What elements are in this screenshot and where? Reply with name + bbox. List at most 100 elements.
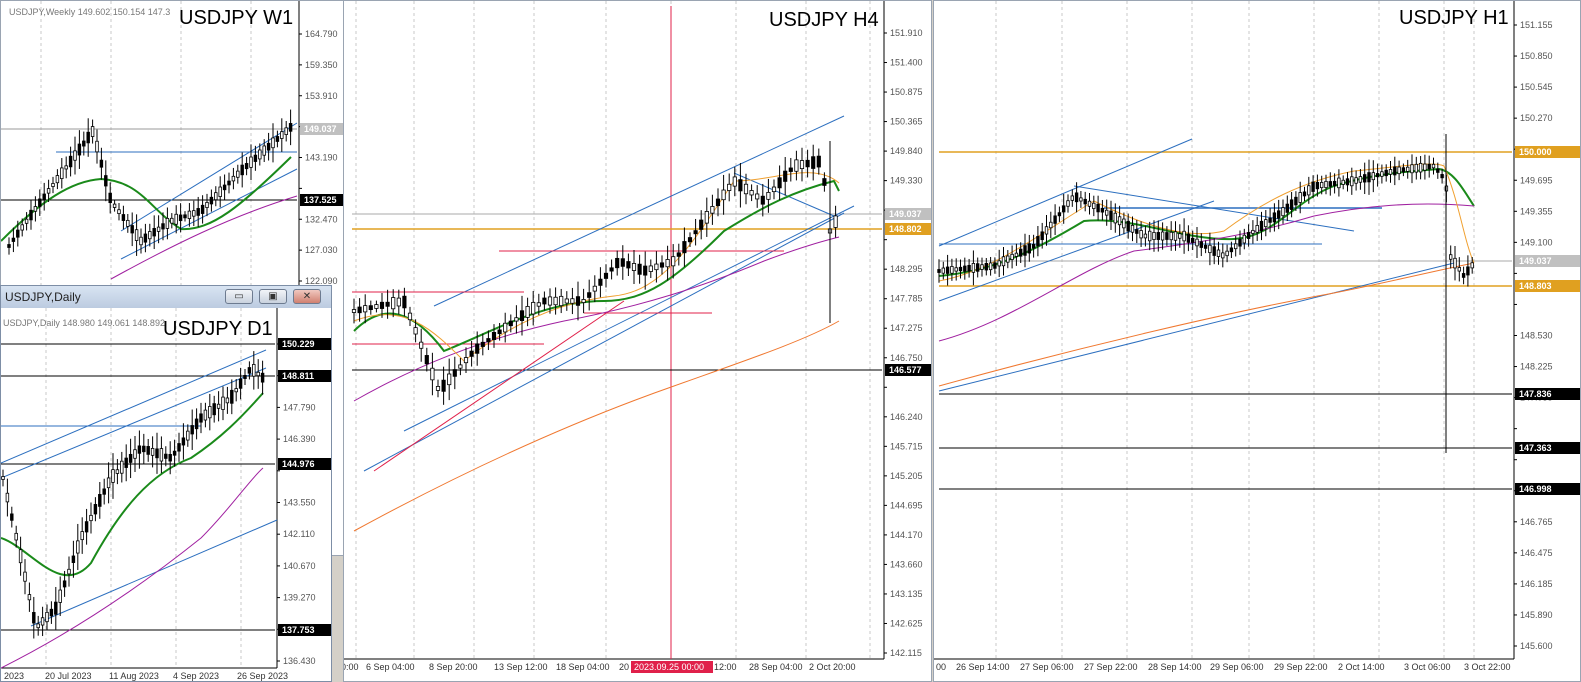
candle bbox=[1066, 200, 1070, 207]
candle bbox=[503, 322, 508, 333]
candle bbox=[1337, 177, 1341, 189]
restore-button[interactable]: ▣ bbox=[259, 289, 287, 304]
price-tick-label: 143.550 bbox=[283, 498, 316, 508]
price-level-label: 150.000 bbox=[1519, 147, 1552, 157]
candle bbox=[1264, 219, 1268, 228]
candle bbox=[38, 198, 42, 207]
candle bbox=[1122, 218, 1126, 229]
candle bbox=[42, 193, 46, 200]
candle bbox=[805, 159, 810, 168]
candle bbox=[441, 379, 446, 392]
candle bbox=[29, 209, 33, 221]
close-button[interactable]: ✕ bbox=[293, 289, 321, 304]
candle bbox=[458, 364, 463, 369]
chart-window-h1[interactable]: 151.155 150.850 150.545 150.270 149.695 149.3… bbox=[933, 0, 1581, 682]
candle bbox=[1246, 232, 1251, 239]
candle bbox=[822, 178, 827, 186]
time-tick-label: 20 bbox=[619, 662, 629, 672]
time-tick-label: 20:00 bbox=[344, 662, 359, 672]
price-level-label: 148.802 bbox=[889, 224, 922, 234]
candle bbox=[564, 298, 569, 304]
price-level-tag bbox=[1515, 255, 1580, 267]
chart-window-h4[interactable]: 151.910 151.400 150.875 150.365 149.840 149.3… bbox=[343, 0, 932, 682]
candle bbox=[1384, 169, 1388, 177]
candle bbox=[1, 476, 5, 480]
candle bbox=[1294, 196, 1298, 206]
time-tick-label: 26 Sep 2023 bbox=[237, 671, 288, 681]
candle bbox=[1401, 167, 1406, 173]
candle bbox=[1092, 202, 1096, 209]
candle bbox=[1388, 169, 1393, 175]
candle bbox=[637, 263, 642, 275]
candle bbox=[1371, 172, 1375, 181]
candle bbox=[260, 372, 265, 383]
candle bbox=[225, 397, 230, 404]
candle bbox=[368, 305, 373, 311]
candle bbox=[148, 231, 152, 240]
time-tick-label: 28 Sep 14:00 bbox=[1148, 662, 1202, 672]
candle bbox=[777, 177, 782, 189]
price-level-label: 148.803 bbox=[1519, 281, 1552, 291]
candle bbox=[51, 183, 55, 187]
candle bbox=[1053, 215, 1057, 224]
candle bbox=[164, 453, 168, 459]
price-level-label: 149.037 bbox=[1519, 256, 1552, 266]
price-tick-label: 145.205 bbox=[890, 471, 923, 481]
candle bbox=[1212, 246, 1216, 256]
price-chart-h1[interactable]: 151.155 150.850 150.545 150.270 149.695 149.3… bbox=[934, 1, 1581, 682]
price-level-label: 137.753 bbox=[282, 625, 315, 635]
candle bbox=[1178, 233, 1182, 239]
price-level-tag bbox=[885, 364, 931, 376]
trend-line bbox=[433, 115, 845, 307]
candle bbox=[643, 265, 648, 276]
time-tick-label: 00 bbox=[936, 662, 946, 672]
price-tick-label: 142.625 bbox=[890, 618, 923, 628]
candle bbox=[1380, 171, 1384, 177]
chart-title: USDJPY H4 bbox=[769, 9, 879, 31]
candle bbox=[783, 170, 788, 182]
minimize-button[interactable]: ▭ bbox=[225, 289, 253, 304]
candle bbox=[266, 142, 271, 151]
candle bbox=[592, 285, 597, 292]
candle bbox=[159, 448, 164, 462]
candle bbox=[117, 209, 121, 215]
chart-title: USDJPY H1 bbox=[1399, 7, 1509, 29]
candle bbox=[208, 406, 212, 419]
candle bbox=[155, 448, 159, 459]
candle bbox=[727, 183, 732, 191]
time-tick-label: 2 Oct 14:00 bbox=[1338, 662, 1385, 672]
candle bbox=[168, 454, 172, 462]
candle bbox=[76, 540, 80, 554]
price-tick-label: 145.890 bbox=[1520, 610, 1553, 620]
candle bbox=[108, 192, 112, 204]
candle bbox=[419, 341, 424, 349]
candle bbox=[216, 403, 221, 409]
candle bbox=[749, 190, 754, 196]
candle bbox=[1418, 162, 1423, 173]
candle bbox=[49, 608, 54, 617]
candle bbox=[1199, 241, 1203, 248]
candle bbox=[1229, 247, 1234, 253]
window-titlebar[interactable]: USDJPY,Daily ▭ ▣ ✕ bbox=[1, 286, 331, 309]
candle bbox=[236, 170, 240, 178]
candle bbox=[54, 601, 58, 615]
moving-average bbox=[938, 203, 1475, 342]
price-tick-label: 149.100 bbox=[1520, 237, 1553, 247]
price-tick-label: 146.240 bbox=[890, 412, 923, 422]
candle bbox=[435, 386, 441, 391]
candle bbox=[1096, 203, 1100, 213]
time-tick-label: 6 Sep 04:00 bbox=[366, 662, 415, 672]
price-chart-h4[interactable]: 151.910 151.400 150.875 150.365 149.840 149.3… bbox=[344, 1, 932, 682]
candle bbox=[146, 446, 150, 455]
candle bbox=[1307, 185, 1311, 196]
candle bbox=[1225, 250, 1229, 257]
candle bbox=[811, 156, 816, 169]
price-chart-d1[interactable]: 147.790 146.390 143.550 142.110 140.670 139.2… bbox=[1, 308, 332, 682]
candle bbox=[732, 176, 737, 187]
candle bbox=[379, 301, 385, 309]
candle bbox=[244, 163, 249, 170]
candle bbox=[447, 373, 452, 386]
candle bbox=[1186, 233, 1191, 243]
chart-window-d1[interactable]: USDJPY,Daily ▭ ▣ ✕ 147.790 146.390 143.550… bbox=[0, 285, 332, 682]
candle bbox=[1251, 229, 1255, 234]
